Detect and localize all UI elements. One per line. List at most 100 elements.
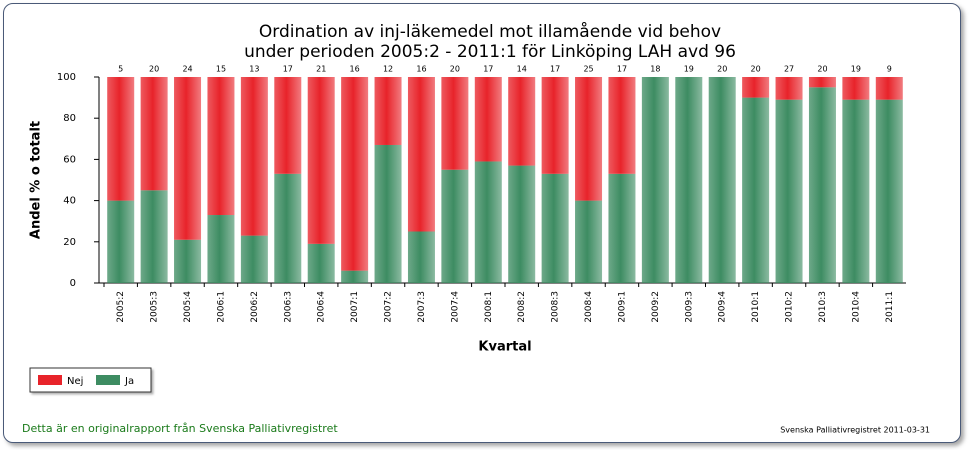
- x-tick-label: 2010:2: [785, 291, 795, 323]
- total-label: 20: [450, 65, 460, 74]
- x-tick-label: 2010:3: [818, 291, 828, 323]
- x-tick-label: 2006:4: [317, 291, 327, 323]
- bar-segment: [875, 99, 903, 283]
- x-tick-label: 2005:3: [150, 291, 160, 323]
- total-label: 20: [751, 65, 761, 74]
- bar-segment: [742, 77, 770, 98]
- bar-segment: [608, 77, 636, 174]
- total-label: 20: [149, 65, 159, 74]
- bar-segment: [107, 77, 135, 201]
- bar-segment: [240, 77, 268, 236]
- chart-title: Ordination av inj-läkemedel mot illamåen…: [259, 21, 721, 42]
- bar-segment: [608, 173, 636, 283]
- bar-segment: [274, 77, 302, 174]
- total-label: 14: [517, 65, 527, 74]
- bar-segment: [374, 77, 402, 145]
- total-label: 20: [817, 65, 827, 74]
- total-label: 16: [350, 65, 360, 74]
- bar-segment: [240, 235, 268, 283]
- bar-segment: [441, 169, 469, 283]
- total-label: 19: [851, 65, 861, 74]
- bar-segment: [842, 77, 870, 100]
- y-tick-label: 60: [63, 154, 76, 165]
- bar-segment: [307, 77, 335, 244]
- bar-segment: [274, 173, 302, 283]
- total-label: 5: [118, 65, 123, 74]
- total-label: 25: [583, 65, 593, 74]
- x-tick-label: 2007:1: [350, 291, 360, 323]
- y-tick-label: 20: [63, 237, 76, 248]
- total-label: 13: [249, 65, 259, 74]
- bar-segment: [875, 77, 903, 100]
- x-tick-label: 2009:3: [684, 291, 694, 323]
- bar-segment: [508, 165, 536, 283]
- x-tick-label: 2009:1: [617, 291, 627, 323]
- x-tick-label: 2008:3: [551, 291, 561, 323]
- bar-segment: [508, 77, 536, 166]
- total-label: 21: [316, 65, 326, 74]
- x-tick-label: 2009:2: [651, 291, 661, 323]
- bar-segment: [842, 99, 870, 283]
- x-tick-label: 2005:4: [183, 291, 193, 323]
- bar-segment: [207, 77, 235, 216]
- legend-swatch: [96, 375, 120, 385]
- x-tick-label: 2006:1: [216, 291, 226, 323]
- total-label: 17: [617, 65, 627, 74]
- bar-segment: [474, 77, 502, 162]
- total-label: 15: [216, 65, 226, 74]
- total-label: 17: [483, 65, 493, 74]
- x-tick-label: 2007:3: [417, 291, 427, 323]
- total-label: 12: [383, 65, 393, 74]
- bar-segment: [808, 87, 836, 283]
- x-tick-label: 2006:3: [283, 291, 293, 323]
- bar-segment: [107, 200, 135, 283]
- bar-segment: [174, 239, 202, 283]
- y-tick-label: 0: [70, 278, 76, 289]
- y-axis-label: Andel % o totalt: [29, 121, 44, 239]
- bar-segment: [641, 77, 669, 283]
- y-tick-label: 80: [63, 113, 76, 124]
- total-label: 17: [550, 65, 560, 74]
- bar-segment: [775, 99, 803, 283]
- bar-segment: [808, 77, 836, 88]
- total-label: 17: [283, 65, 293, 74]
- bar-segment: [742, 97, 770, 283]
- x-tick-label: 2008:4: [584, 291, 594, 323]
- bar-segment: [575, 77, 603, 201]
- y-tick-label: 40: [63, 196, 76, 207]
- bar-segment: [575, 200, 603, 283]
- bar-segment: [207, 215, 235, 283]
- bar-segment: [407, 77, 435, 232]
- x-tick-label: 2005:2: [116, 291, 126, 323]
- x-tick-label: 2009:4: [718, 291, 728, 323]
- bar-segment: [341, 270, 369, 283]
- bar-segment: [140, 190, 168, 283]
- x-tick-label: 2010:1: [751, 291, 761, 323]
- x-tick-label: 2011:1: [885, 291, 895, 323]
- bar-segment: [407, 231, 435, 283]
- bar-segment: [474, 161, 502, 283]
- bar-segment: [541, 173, 569, 283]
- total-label: 20: [717, 65, 727, 74]
- x-tick-label: 2007:2: [384, 291, 394, 323]
- footer-left: Detta är en originalrapport från Svenska…: [22, 422, 338, 435]
- bar-segment: [541, 77, 569, 174]
- total-label: 27: [784, 65, 794, 74]
- x-tick-label: 2008:2: [517, 291, 527, 323]
- bar-segment: [307, 243, 335, 283]
- x-axis-label: Kvartal: [478, 340, 531, 355]
- bar-segment: [174, 77, 202, 240]
- bar-segment: [708, 77, 736, 283]
- total-label: 24: [182, 65, 192, 74]
- footer-right: Svenska Palliativregistret 2011-03-31: [780, 426, 930, 435]
- bar-segment: [441, 77, 469, 170]
- bar-segment: [675, 77, 703, 283]
- total-label: 9: [887, 65, 892, 74]
- x-tick-label: 2007:4: [450, 291, 460, 323]
- x-tick-label: 2006:2: [250, 291, 260, 323]
- y-tick-label: 100: [57, 72, 76, 83]
- x-tick-label: 2008:1: [484, 291, 494, 323]
- bar-segment: [374, 144, 402, 283]
